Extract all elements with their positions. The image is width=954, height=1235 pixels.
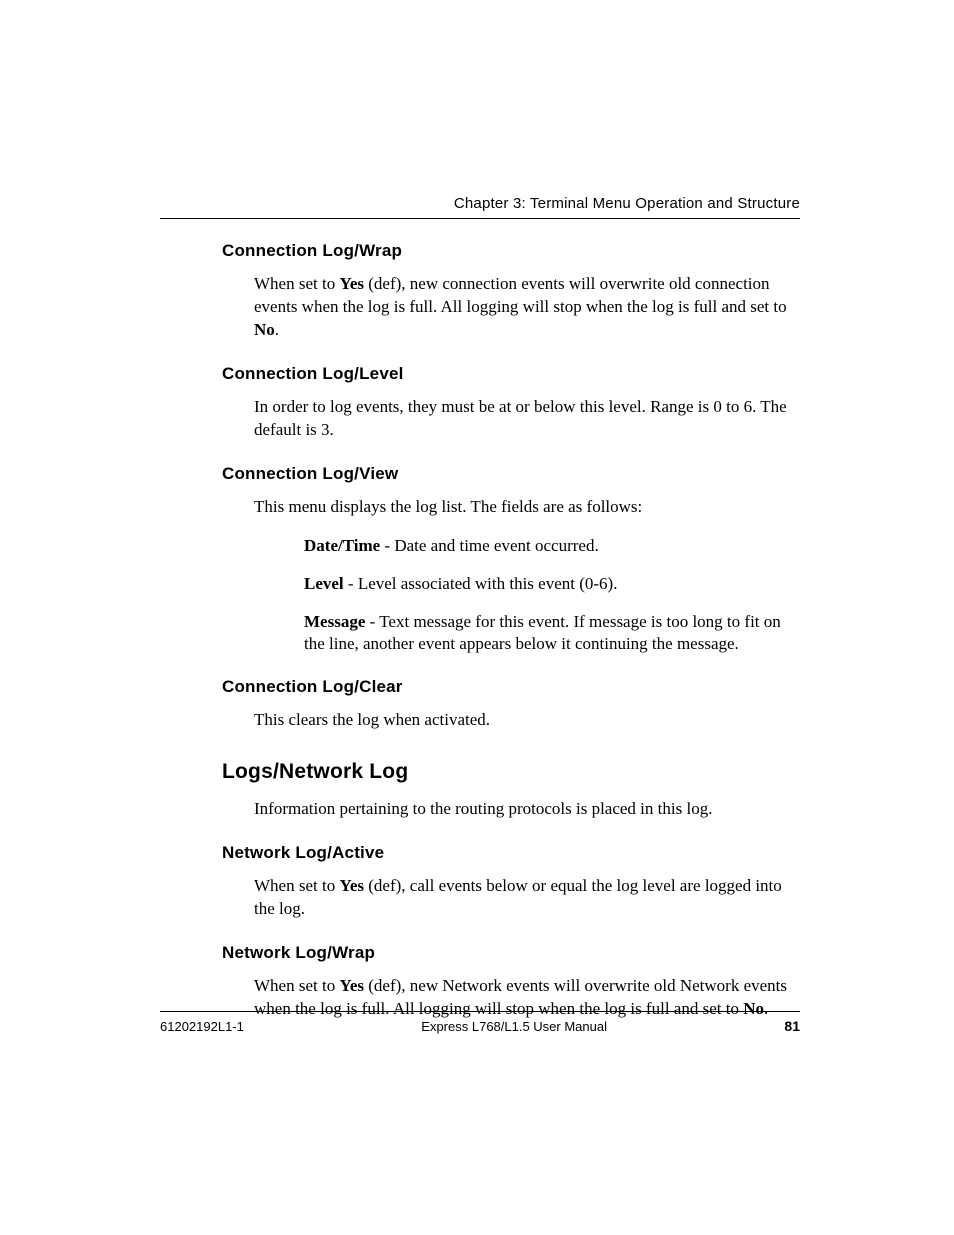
- field-desc: - Level associated with this event (0-6)…: [344, 574, 618, 593]
- bold-run: Yes: [339, 976, 364, 995]
- bold-run: Yes: [339, 876, 364, 895]
- footer-center: Express L768/L1.5 User Manual: [244, 1019, 785, 1034]
- section-paragraph: Information pertaining to the routing pr…: [254, 798, 800, 821]
- footer-left: 61202192L1-1: [160, 1019, 244, 1034]
- page-footer: 61202192L1-1 Express L768/L1.5 User Manu…: [160, 1011, 800, 1034]
- section-heading: Connection Log/View: [222, 464, 800, 484]
- field-label: Level: [304, 574, 344, 593]
- section-paragraph: When set to Yes (def), call events below…: [254, 875, 800, 921]
- field-item: Level - Level associated with this event…: [304, 573, 800, 595]
- section-heading: Connection Log/Clear: [222, 677, 800, 697]
- section-heading: Network Log/Wrap: [222, 943, 800, 963]
- text-run: When set to: [254, 274, 339, 293]
- footer-page-number: 81: [784, 1018, 800, 1034]
- text-run: .: [275, 320, 279, 339]
- field-desc: - Text message for this event. If messag…: [304, 612, 781, 653]
- section-paragraph: When set to Yes (def), new connection ev…: [254, 273, 800, 342]
- section-intro: This menu displays the log list. The fie…: [254, 496, 800, 519]
- field-item: Message - Text message for this event. I…: [304, 611, 800, 655]
- section-paragraph: This clears the log when activated.: [254, 709, 800, 732]
- section-heading: Connection Log/Level: [222, 364, 800, 384]
- field-label: Message: [304, 612, 365, 631]
- section-heading: Connection Log/Wrap: [222, 241, 800, 261]
- field-label: Date/Time: [304, 536, 380, 555]
- bold-run: Yes: [339, 274, 364, 293]
- section-paragraph: In order to log events, they must be at …: [254, 396, 800, 442]
- bold-run: No: [254, 320, 275, 339]
- text-run: When set to: [254, 976, 339, 995]
- running-head: Chapter 3: Terminal Menu Operation and S…: [160, 195, 800, 212]
- section-heading: Network Log/Active: [222, 843, 800, 863]
- header-rule: [160, 218, 800, 219]
- page-body: Chapter 3: Terminal Menu Operation and S…: [160, 195, 800, 1043]
- section-heading-major: Logs/Network Log: [222, 760, 800, 784]
- text-run: When set to: [254, 876, 339, 895]
- footer-row: 61202192L1-1 Express L768/L1.5 User Manu…: [160, 1018, 800, 1034]
- footer-rule: [160, 1011, 800, 1012]
- field-desc: - Date and time event occurred.: [380, 536, 599, 555]
- field-item: Date/Time - Date and time event occurred…: [304, 535, 800, 557]
